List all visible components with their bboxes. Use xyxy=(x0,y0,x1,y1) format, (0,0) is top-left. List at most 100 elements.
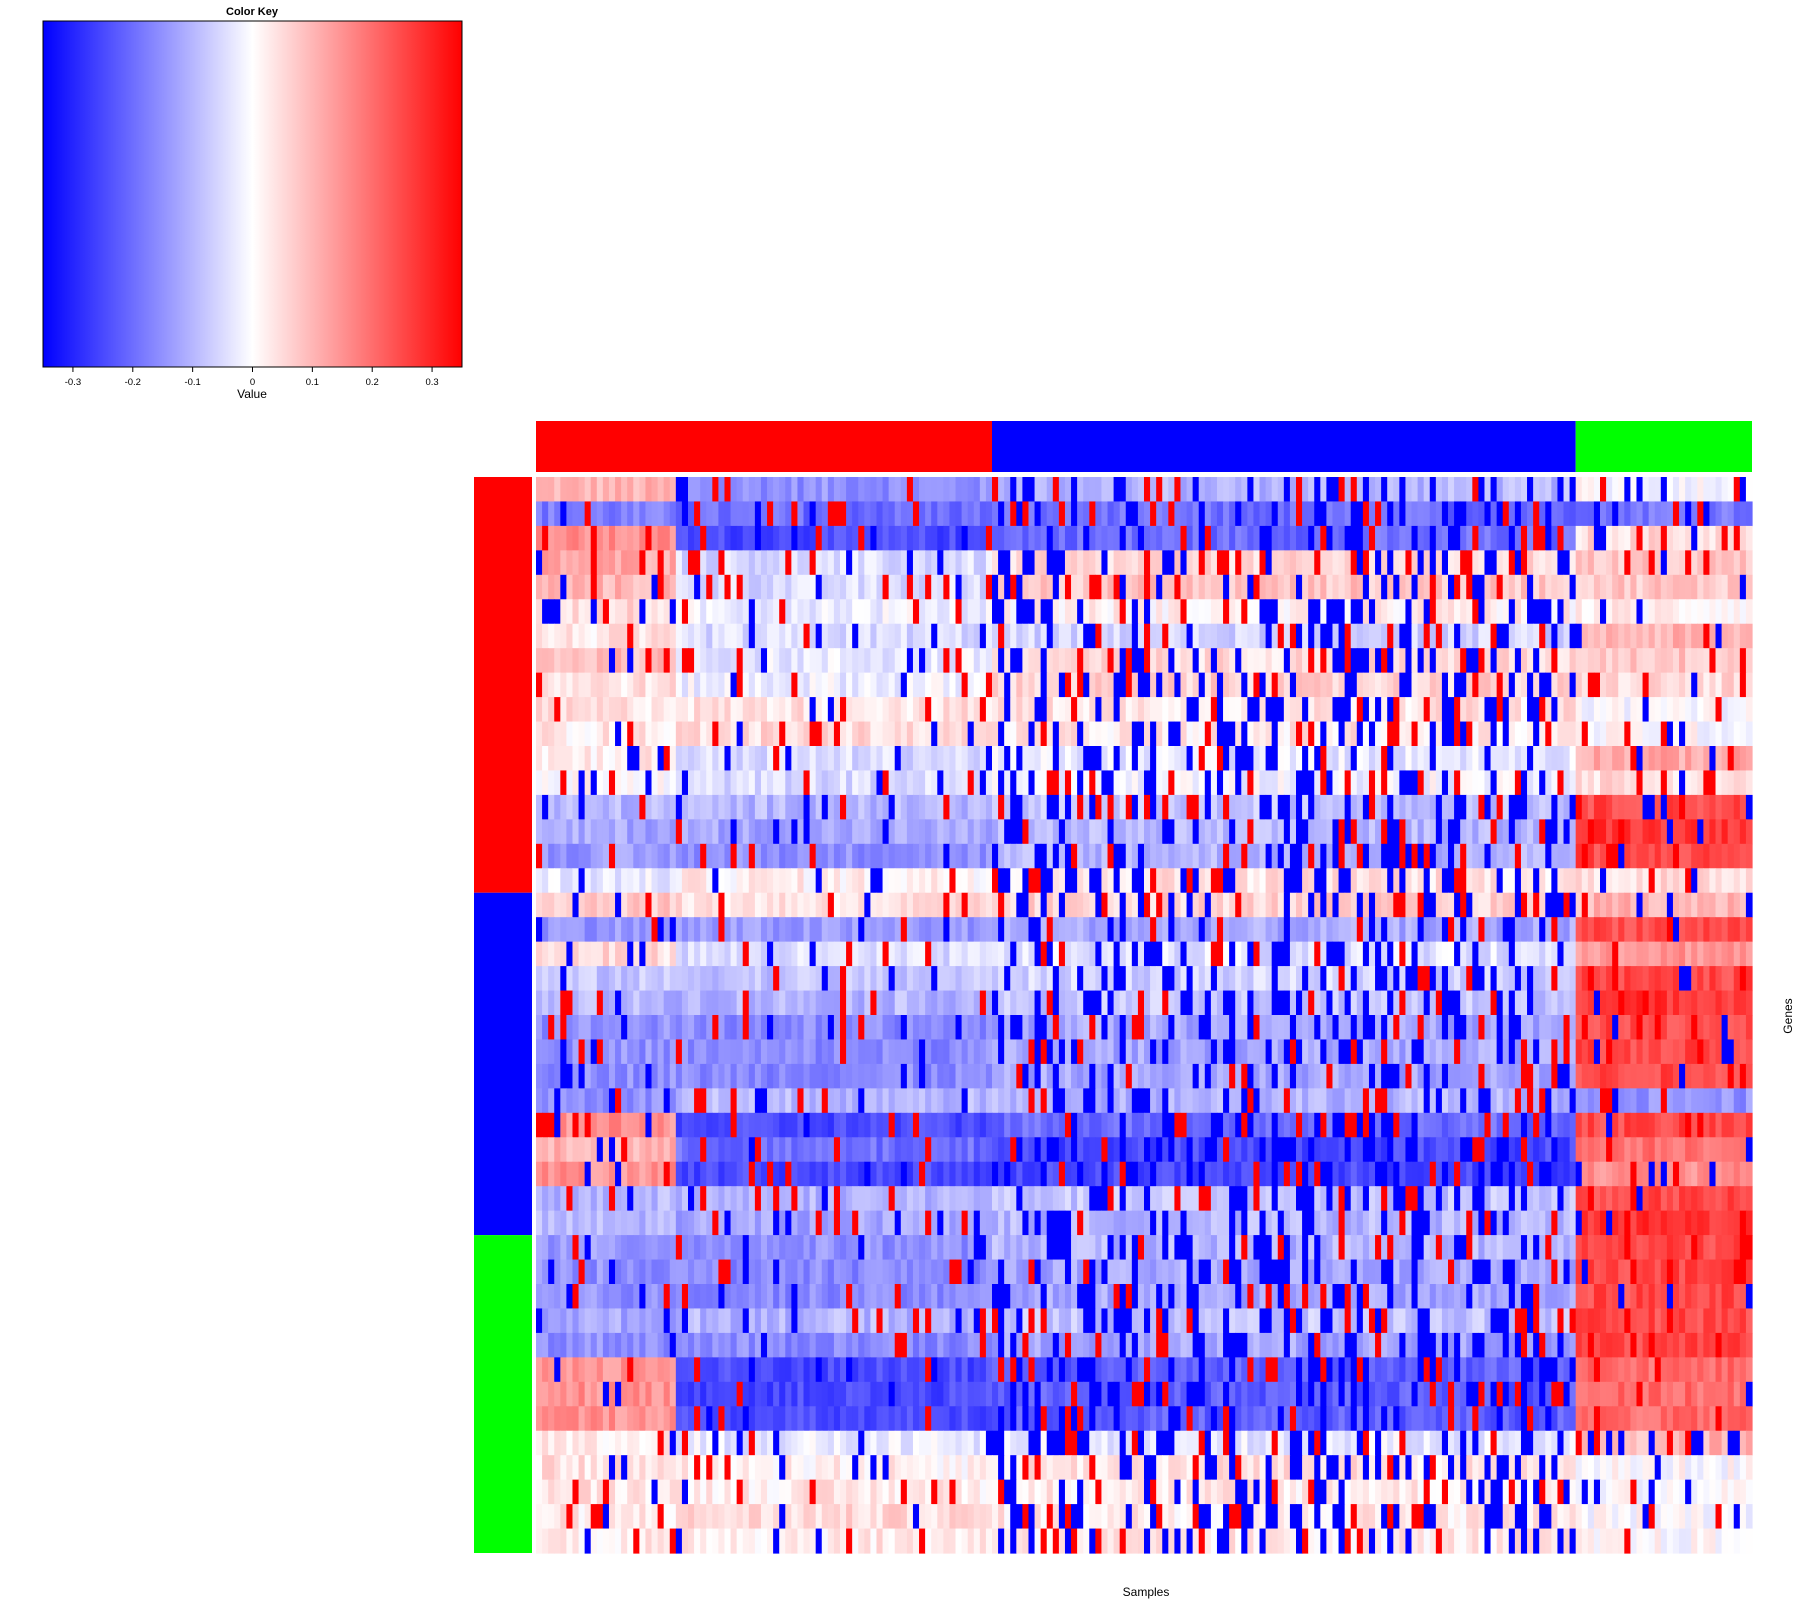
heatmap-cell xyxy=(1502,477,1510,503)
heatmap-cell xyxy=(931,917,938,943)
heatmap-cell xyxy=(1466,623,1473,649)
heatmap-cell xyxy=(1296,1015,1303,1041)
heatmap-cell xyxy=(967,477,975,503)
heatmap-cell xyxy=(1259,721,1267,747)
heatmap-cell xyxy=(596,501,604,527)
heatmap-cell xyxy=(681,990,689,1016)
heatmap-cell xyxy=(1581,1039,1589,1065)
heatmap-cell xyxy=(998,525,1005,551)
heatmap-cell xyxy=(1715,941,1723,967)
heatmap-cell xyxy=(1235,990,1242,1016)
heatmap-cell xyxy=(730,550,738,576)
heatmap-cell xyxy=(1405,990,1413,1016)
heatmap-cell xyxy=(967,672,975,698)
heatmap-cell xyxy=(1685,501,1692,527)
heatmap-cell xyxy=(554,477,561,503)
heatmap-cell xyxy=(1411,990,1419,1016)
heatmap-cell xyxy=(1192,1015,1200,1041)
heatmap-cell xyxy=(1709,672,1717,698)
heatmap-cell xyxy=(645,550,653,576)
heatmap-cell xyxy=(657,623,665,649)
heatmap-cell xyxy=(1259,550,1267,576)
heatmap-cell xyxy=(1253,599,1261,625)
heatmap-cell xyxy=(1630,648,1638,674)
heatmap-cell xyxy=(602,819,610,845)
heatmap-cell xyxy=(833,1015,841,1041)
heatmap-cell xyxy=(1131,1015,1139,1041)
heatmap-cell xyxy=(566,501,574,527)
heatmap-cell xyxy=(1156,623,1163,649)
heatmap-cell xyxy=(809,672,817,698)
heatmap-cell xyxy=(1229,1039,1236,1065)
heatmap-cell xyxy=(1648,868,1656,894)
heatmap-cell xyxy=(1448,574,1455,600)
heatmap-cell xyxy=(1441,574,1449,600)
heatmap-cell xyxy=(736,550,744,576)
heatmap-cell xyxy=(548,1039,555,1065)
heatmap-cell xyxy=(1302,721,1309,747)
heatmap-cell xyxy=(1210,941,1218,967)
heatmap-cell xyxy=(1028,819,1036,845)
heatmap-cell xyxy=(1332,868,1340,894)
heatmap-cell xyxy=(906,648,914,674)
heatmap-cell xyxy=(1259,917,1267,943)
heatmap-cell xyxy=(1302,892,1309,918)
heatmap-cell xyxy=(827,1063,835,1089)
heatmap-cell xyxy=(651,623,659,649)
heatmap-cell xyxy=(1375,1015,1382,1041)
heatmap-cell xyxy=(1077,770,1084,796)
heatmap-cell xyxy=(1198,599,1206,625)
heatmap-cell xyxy=(1046,623,1054,649)
heatmap-cell xyxy=(712,550,719,576)
heatmap-cell xyxy=(1162,868,1169,894)
heatmap-cell xyxy=(846,477,853,503)
heatmap-cell xyxy=(852,819,859,845)
heatmap-cell xyxy=(992,892,999,918)
heatmap-cell xyxy=(560,525,567,551)
heatmap-cell xyxy=(1010,1039,1017,1065)
heatmap-cell xyxy=(1496,501,1504,527)
heatmap-cell xyxy=(1600,672,1607,698)
heatmap-cell xyxy=(602,990,610,1016)
heatmap-cell xyxy=(1198,941,1206,967)
heatmap-cell xyxy=(1192,1039,1200,1065)
heatmap-cell xyxy=(590,990,598,1016)
heatmap-cell xyxy=(602,1063,610,1089)
heatmap-cell xyxy=(840,672,847,698)
heatmap-cell xyxy=(1672,917,1680,943)
heatmap-cell xyxy=(639,966,647,992)
heatmap-cell xyxy=(1435,525,1443,551)
heatmap-cell xyxy=(1381,917,1388,943)
heatmap-cell xyxy=(621,966,628,992)
heatmap-cell xyxy=(706,966,713,992)
heatmap-cell xyxy=(1308,697,1315,723)
heatmap-cell xyxy=(1648,550,1656,576)
heatmap-cell xyxy=(773,501,780,527)
heatmap-cell xyxy=(846,1039,853,1065)
heatmap-cell xyxy=(602,794,610,820)
heatmap-cell xyxy=(1569,697,1577,723)
heatmap-cell xyxy=(870,525,878,551)
heatmap-cell xyxy=(1381,1015,1388,1041)
heatmap-cell xyxy=(1253,770,1261,796)
heatmap-cell xyxy=(1484,623,1492,649)
heatmap-cell xyxy=(1259,819,1267,845)
heatmap-cell xyxy=(1569,843,1577,869)
heatmap-cell xyxy=(1691,697,1698,723)
heatmap-cell xyxy=(894,770,902,796)
heatmap-cell xyxy=(1368,623,1376,649)
heatmap-cell xyxy=(566,550,574,576)
heatmap-cell xyxy=(1101,574,1109,600)
heatmap-cell xyxy=(1107,917,1115,943)
heatmap-cell xyxy=(1229,477,1236,503)
heatmap-cell xyxy=(833,477,841,503)
heatmap-cell xyxy=(730,990,738,1016)
heatmap-cell xyxy=(1606,697,1613,723)
heatmap-cell xyxy=(1448,648,1455,674)
heatmap-cell xyxy=(949,1039,957,1065)
heatmap-cell xyxy=(1356,1015,1364,1041)
heatmap-cell xyxy=(1131,941,1139,967)
heatmap-cell xyxy=(1727,917,1735,943)
heatmap-cell xyxy=(1423,721,1431,747)
heatmap-cell xyxy=(973,623,981,649)
